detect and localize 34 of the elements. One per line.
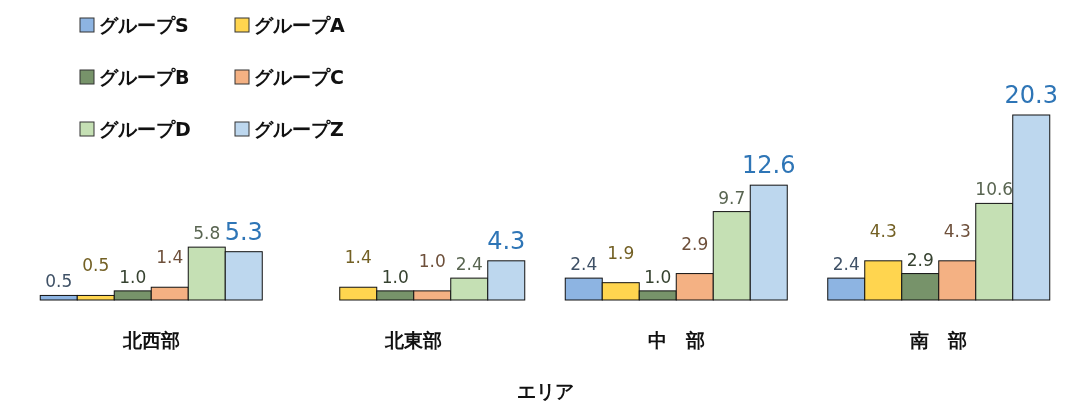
data-label: 1.4 xyxy=(344,247,372,268)
data-label: 2.4 xyxy=(570,254,598,275)
data-label: 2.9 xyxy=(906,249,934,270)
data-label: 4.3 xyxy=(943,220,971,241)
data-label: 2.4 xyxy=(832,254,860,275)
legend-label: グループC xyxy=(254,66,344,88)
legend-label: グループB xyxy=(99,66,190,88)
data-label: 0.5 xyxy=(82,255,110,276)
data-label: 2.4 xyxy=(455,254,483,275)
legend-label: グループS xyxy=(99,14,189,36)
x-axis-title: エリア xyxy=(516,380,574,402)
data-label: 1.0 xyxy=(418,250,446,271)
data-label: 4.3 xyxy=(487,226,526,255)
data-label: 10.6 xyxy=(975,179,1014,200)
data-label: 1.0 xyxy=(381,266,409,287)
data-label: 5.3 xyxy=(224,217,263,246)
data-label: 12.6 xyxy=(742,151,796,180)
data-label: 1.0 xyxy=(644,266,672,287)
legend-label: グループZ xyxy=(254,118,344,140)
data-label: 9.7 xyxy=(718,187,746,208)
data-label: 20.3 xyxy=(1004,81,1058,109)
x-tick-label: 中 部 xyxy=(647,329,705,351)
x-tick-label: 北西部 xyxy=(121,329,180,351)
legend-label: グループD xyxy=(99,118,191,140)
data-label: 4.3 xyxy=(869,220,897,241)
data-label: 5.8 xyxy=(193,223,221,244)
data-label: 1.9 xyxy=(607,242,635,263)
data-label: 1.0 xyxy=(119,266,147,287)
data-label: 2.9 xyxy=(681,233,709,254)
data-label: 0.5 xyxy=(45,271,73,292)
x-tick-label: 北東部 xyxy=(384,329,443,351)
x-tick-label: 南 部 xyxy=(909,329,968,351)
legend-label: グループA xyxy=(254,14,345,36)
data-label: 1.4 xyxy=(156,247,184,268)
